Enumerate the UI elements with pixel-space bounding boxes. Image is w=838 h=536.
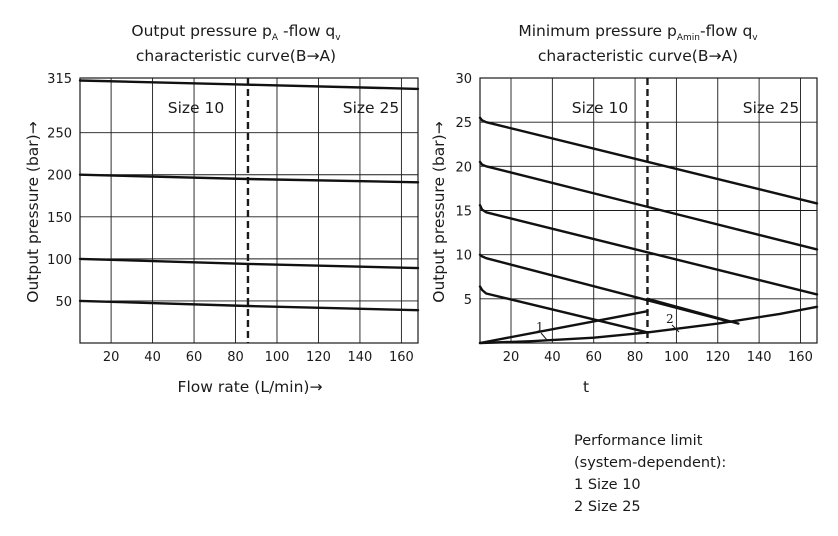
- right-chart-grid: [479, 77, 818, 344]
- left-chart-region-size25: Size 25: [343, 99, 399, 117]
- series-line-2: [78, 173, 420, 184]
- right-chart-title-line1: Minimum pressure pAmin-flow qv: [518, 22, 758, 43]
- series-line-8: [646, 297, 740, 325]
- x-tick-label: 40: [544, 350, 561, 365]
- series-line-4: [78, 299, 420, 312]
- x-tick-label: 80: [627, 350, 644, 365]
- y-tick-label: 315: [47, 72, 72, 87]
- right-chart-series: [478, 116, 819, 345]
- y-tick-label: 15: [455, 205, 472, 220]
- y-tick-label: 50: [55, 295, 72, 310]
- x-tick-label: 80: [227, 350, 244, 365]
- x-tick-label: 160: [788, 350, 813, 365]
- series-line-2: [478, 160, 819, 251]
- right-chart: Minimum pressure pAmin-flow qv character…: [430, 22, 819, 396]
- note-item-2: 2 Size 25: [574, 499, 641, 515]
- x-tick-label: 100: [265, 350, 290, 365]
- y-tick-label: 5: [464, 293, 472, 308]
- right-chart-region-size10: Size 10: [572, 99, 628, 117]
- x-tick-label: 40: [144, 350, 161, 365]
- series-line-1: [478, 116, 819, 205]
- note-subheading: (system-dependent):: [574, 455, 727, 471]
- y-tick-label: 250: [47, 127, 72, 142]
- right-chart-xlabel: t: [583, 378, 589, 396]
- y-tick-label: 10: [455, 249, 472, 264]
- x-tick-label: 20: [503, 350, 520, 365]
- left-chart-xlabel: Flow rate (L/min)→: [178, 378, 323, 396]
- x-tick-label: 20: [103, 350, 120, 365]
- x-tick-label: 60: [186, 350, 203, 365]
- left-chart-series: [78, 79, 420, 312]
- series-line-3: [78, 257, 420, 270]
- note-item-1: 1 Size 10: [574, 477, 641, 493]
- series-line-1: [78, 79, 420, 91]
- x-tick-label: 160: [389, 350, 414, 365]
- left-chart-ylabel: Output pressure (bar)→: [24, 121, 42, 302]
- x-tick-label: 60: [585, 350, 602, 365]
- curve-annotation-1: 1: [536, 320, 544, 334]
- left-chart: Output pressure pA -flow qv characterist…: [24, 22, 420, 396]
- right-chart-ticks: 20 40 60 80 100 120 140 160 5 10 15 20 25 30: [455, 72, 812, 365]
- y-tick-label: 150: [47, 211, 72, 226]
- x-tick-label: 120: [705, 350, 730, 365]
- x-tick-label: 100: [664, 350, 689, 365]
- note-heading: Performance limit: [574, 433, 703, 449]
- performance-limit-note: Performance limit (system-dependent): 1 …: [574, 430, 726, 518]
- x-tick-label: 120: [306, 350, 331, 365]
- x-tick-label: 140: [348, 350, 373, 365]
- left-chart-grid: [79, 77, 419, 344]
- y-tick-label: 25: [455, 116, 472, 131]
- left-chart-title-line1: Output pressure pA -flow qv: [131, 22, 341, 43]
- left-chart-title-line2: characteristic curve(B→A): [136, 47, 336, 65]
- curve-annotation-2: 2: [666, 312, 674, 326]
- curve-annotation-2-leader: [671, 324, 680, 333]
- y-tick-label: 100: [47, 253, 72, 268]
- y-tick-label: 200: [47, 169, 72, 184]
- curve-annotation-1-leader: [540, 332, 548, 341]
- right-chart-title-line2: characteristic curve(B→A): [538, 47, 738, 65]
- right-chart-region-size25: Size 25: [743, 99, 799, 117]
- series-line-7: [478, 305, 819, 345]
- series-line-6: [478, 310, 649, 345]
- x-tick-label: 140: [747, 350, 772, 365]
- left-chart-ticks: 20 40 60 80 100 120 140 160 50 100 150 200 250 315: [47, 72, 414, 365]
- right-chart-ylabel: Output pressure (bar)→: [430, 121, 448, 302]
- y-tick-label: 30: [455, 72, 472, 87]
- series-line-3: [478, 203, 819, 296]
- series-line-4: [478, 253, 732, 323]
- left-chart-region-size10: Size 10: [168, 99, 224, 117]
- series-line-5: [478, 285, 649, 334]
- y-tick-label: 20: [455, 160, 472, 175]
